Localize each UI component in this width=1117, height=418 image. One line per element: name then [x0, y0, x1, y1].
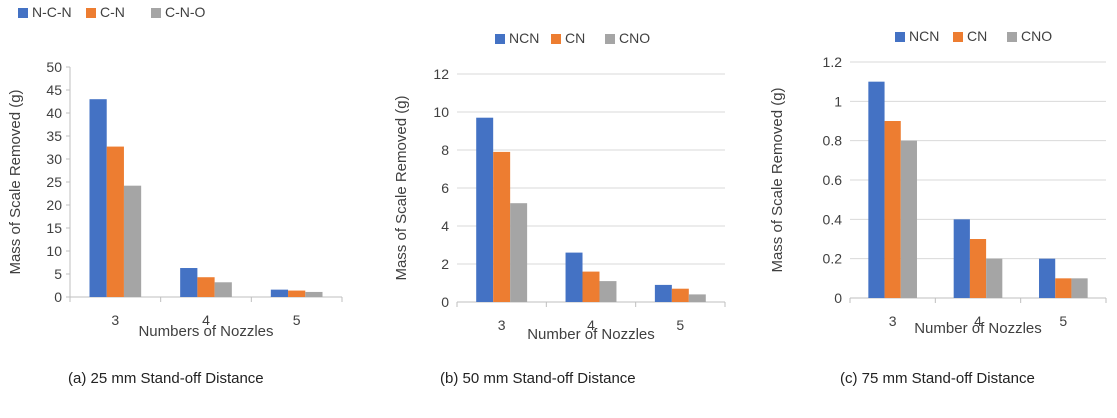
- chart-a-bar: [197, 277, 215, 297]
- chart-c-legend-label: NCN: [909, 28, 939, 44]
- chart-c-ytick-label: 0: [834, 290, 842, 306]
- chart-b-ytick-label: 6: [441, 180, 449, 196]
- chart-a-bar: [180, 268, 198, 297]
- caption-a: (a) 25 mm Stand-off Distance: [68, 370, 264, 387]
- chart-b-ytick-label: 0: [441, 294, 449, 310]
- chart-c-bar: [1071, 278, 1088, 298]
- chart-b-bar: [493, 151, 511, 302]
- chart-b-legend-swatch: [495, 34, 505, 44]
- chart-a-legend-label: C-N-O: [165, 4, 206, 20]
- chart-b-ytick-label: 10: [433, 104, 449, 120]
- chart-a-ytick-label: 45: [46, 82, 62, 98]
- chart-b-bar: [565, 252, 583, 302]
- chart-c-bar: [986, 258, 1003, 298]
- chart-c-bar: [1039, 258, 1056, 298]
- chart-c-legend-swatch: [895, 32, 905, 42]
- chart-c-xtick-label: 5: [1059, 313, 1067, 329]
- chart-c-bar: [884, 121, 901, 298]
- chart-a-legend-label: N-C-N: [32, 4, 72, 20]
- chart-c-xtick-label: 4: [974, 313, 982, 329]
- chart-a-ytick-label: 20: [46, 197, 62, 213]
- chart-b-bar: [599, 281, 617, 302]
- chart-a-xtick-label: 4: [202, 312, 210, 328]
- chart-a-ytick-label: 50: [46, 59, 62, 75]
- chart-c-ytick-label: 1: [834, 93, 842, 109]
- chart-c-ytick-label: 1.2: [823, 54, 843, 70]
- chart-b-bar: [688, 294, 706, 302]
- chart-b-xtick-label: 4: [587, 317, 595, 333]
- chart-a-ytick-label: 5: [54, 266, 62, 282]
- chart-b-legend-label: CNO: [619, 30, 650, 46]
- chart-b-svg: 0 2 4 6 8 10 12 3 4 5 Number of Nozzles Mass of Sca…: [393, 30, 726, 343]
- chart-c-bar: [969, 239, 987, 298]
- chart-a-legend-swatch: [18, 8, 28, 18]
- chart-c-xlabel: Number of Nozzles: [914, 320, 1042, 337]
- chart-b: 0 2 4 6 8 10 12 3 4 5 Number of Nozzles Mass of Sca…: [375, 0, 735, 360]
- chart-b-legend-label: NCN: [509, 30, 539, 46]
- chart-b-xtick-label: 3: [498, 317, 506, 333]
- chart-a-legend-swatch: [86, 8, 96, 18]
- chart-c: 0 0.2 0.4 0.6 0.8 1 1.2 3 4 5 Number of Nozzles Mas…: [755, 0, 1115, 360]
- chart-c-bar: [868, 81, 885, 299]
- chart-c-bar: [900, 140, 917, 298]
- chart-a-ytick-label: 0: [54, 289, 62, 305]
- caption-b: (b) 50 mm Stand-off Distance: [440, 370, 636, 387]
- caption-c: (c) 75 mm Stand-off Distance: [840, 370, 1035, 387]
- chart-b-ytick-label: 2: [441, 256, 449, 272]
- chart-a-xtick-label: 3: [111, 312, 119, 328]
- chart-b-ytick-label: 4: [441, 218, 449, 234]
- chart-a-bar: [214, 282, 232, 297]
- chart-c-ytick-label: 0.6: [823, 172, 843, 188]
- chart-b-legend-swatch: [551, 34, 561, 44]
- chart-a-ytick-label: 25: [46, 174, 62, 190]
- chart-a-bar: [270, 289, 289, 297]
- chart-c-ytick-label: 0.4: [823, 211, 843, 227]
- chart-a-ytick-label: 40: [46, 105, 62, 121]
- chart-b-legend-label: CN: [565, 30, 585, 46]
- chart-c-ylabel: Mass of Scale Removed (g): [769, 87, 786, 272]
- chart-b-bar: [510, 203, 528, 302]
- chart-a-legend-label: C-N: [100, 4, 125, 20]
- chart-a-bar: [106, 146, 124, 297]
- chart-a-bar: [305, 291, 323, 297]
- chart-a-ytick-label: 15: [46, 220, 62, 236]
- chart-c-legend-swatch: [1007, 32, 1017, 42]
- chart-c-legend-label: CN: [967, 28, 987, 44]
- chart-c-legend-swatch: [953, 32, 963, 42]
- chart-b-bar: [476, 117, 494, 302]
- chart-b-ytick-label: 12: [433, 66, 449, 82]
- chart-c-svg: 0 0.2 0.4 0.6 0.8 1 1.2 3 4 5 Number of Nozzles Mas…: [769, 28, 1107, 337]
- chart-b-ytick-label: 8: [441, 142, 449, 158]
- chart-a-bar: [89, 99, 107, 297]
- chart-b-xlabel: Number of Nozzles: [527, 326, 655, 343]
- chart-a-legend-swatch: [151, 8, 161, 18]
- chart-c-xtick-label: 3: [889, 313, 897, 329]
- chart-b-legend-swatch: [605, 34, 615, 44]
- chart-b-bar: [671, 288, 689, 302]
- chart-a-xtick-label: 5: [293, 312, 301, 328]
- chart-a-ytick-label: 10: [46, 243, 62, 259]
- chart-a-bar: [123, 185, 142, 297]
- chart-a-bar: [288, 290, 306, 297]
- chart-c-legend-label: CNO: [1021, 28, 1052, 44]
- chart-c-bar: [953, 219, 970, 298]
- chart-b-bar: [582, 271, 600, 302]
- chart-b-ylabel: Mass of Scale Removed (g): [393, 95, 410, 280]
- chart-a-ytick-label: 35: [46, 128, 62, 144]
- chart-b-xtick-label: 5: [676, 317, 684, 333]
- chart-a: 0 5 10 15 20 25 30 35 40 45 50 3 4 5 Numbers of Nozzle…: [0, 0, 360, 360]
- chart-c-ytick-label: 0.2: [823, 251, 843, 267]
- chart-c-bar: [1055, 278, 1072, 298]
- chart-b-bar: [654, 284, 672, 302]
- chart-a-xlabel: Numbers of Nozzles: [138, 323, 273, 340]
- chart-a-ylabel: Mass of Scale Removed (g): [7, 89, 24, 274]
- chart-a-ytick-label: 30: [46, 151, 62, 167]
- chart-c-ytick-label: 0.8: [823, 133, 843, 149]
